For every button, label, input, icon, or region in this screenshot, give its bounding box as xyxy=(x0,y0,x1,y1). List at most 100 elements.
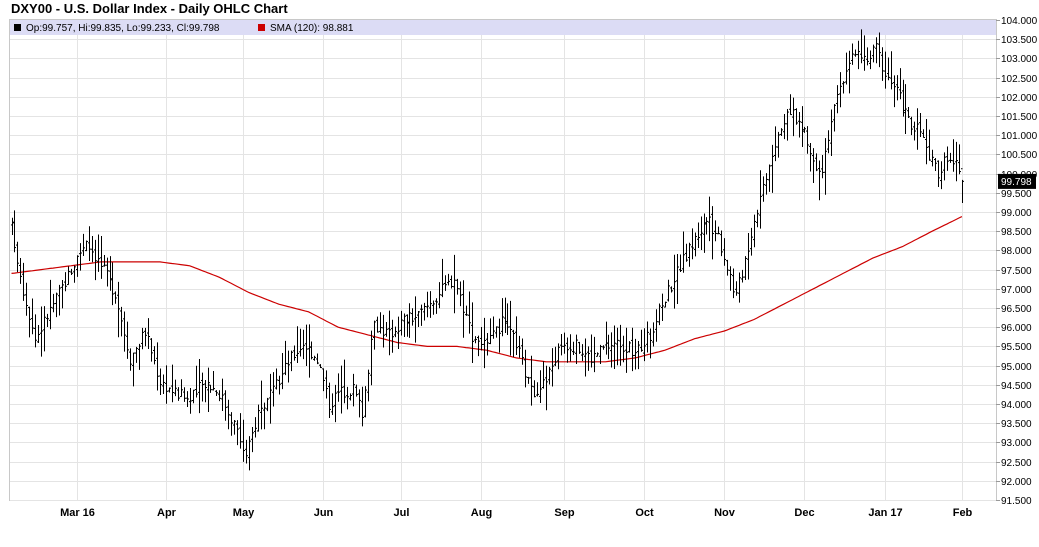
ohlc-bar xyxy=(103,255,106,267)
ohlc-bar xyxy=(299,328,302,357)
y-tick-label: 98.000 xyxy=(1001,246,1032,257)
x-tick-label: Jul xyxy=(394,507,410,519)
ohlc-bar xyxy=(509,300,512,356)
ohlc-bar xyxy=(174,379,177,397)
ohlc-bar xyxy=(747,233,750,280)
ohlc-bar xyxy=(771,144,774,193)
ohlc-bar xyxy=(691,228,694,260)
y-tick-label: 96.000 xyxy=(1001,323,1032,334)
ohlc-bar xyxy=(890,51,893,90)
ohlc-bar xyxy=(201,372,204,402)
ohlc-bar xyxy=(607,334,610,360)
y-tick-label: 101.000 xyxy=(1001,131,1038,142)
ohlc-bar xyxy=(798,111,801,138)
ohlc-bar xyxy=(198,358,201,414)
ohlc-bar xyxy=(180,379,183,398)
ohlc-bar xyxy=(783,114,786,140)
ohlc-bar xyxy=(373,320,376,350)
ohlc-bar xyxy=(729,266,732,291)
ohlc-bar xyxy=(135,346,138,363)
ohlc-bar xyxy=(854,49,857,57)
ohlc-bar xyxy=(204,379,207,403)
chart-title: DXY00 - U.S. Dollar Index - Daily OHLC C… xyxy=(11,1,288,16)
ohlc-bar xyxy=(756,209,759,228)
y-tick-label: 96.500 xyxy=(1001,304,1032,315)
ohlc-bar xyxy=(649,328,652,359)
ohlc-bar xyxy=(248,436,251,471)
ohlc-bar xyxy=(527,376,530,384)
x-tick-label: Sep xyxy=(554,507,574,519)
ohlc-bar xyxy=(732,268,735,299)
ohlc-bar xyxy=(685,243,688,262)
ohlc-bar xyxy=(91,235,94,263)
ohlc-bar xyxy=(602,345,605,350)
ohlc-bar xyxy=(703,213,706,253)
ohlc-bar xyxy=(563,332,566,354)
ohlc-bar xyxy=(569,334,572,362)
ohlc-bar xyxy=(438,282,441,309)
ohlc-bar xyxy=(159,368,162,395)
ohlc-bar xyxy=(925,118,928,165)
ohlc-bar xyxy=(524,349,527,388)
grid xyxy=(10,20,996,501)
ohlc-bar xyxy=(209,384,212,393)
ohlc-bar xyxy=(450,275,453,289)
ohlc-bar xyxy=(875,37,878,64)
x-tick-label: Dec xyxy=(794,507,814,519)
ohlc-bar xyxy=(492,316,495,339)
ohlc-bar xyxy=(263,402,266,430)
ohlc-bar xyxy=(408,303,411,338)
ohlc-bar xyxy=(518,335,521,358)
ohlc-bar xyxy=(655,309,658,342)
ohlc-bar xyxy=(120,306,123,337)
ohlc-bar xyxy=(349,393,352,401)
ohlc-bar xyxy=(815,153,818,172)
ohlc-bar xyxy=(726,259,729,276)
ohlc-bar xyxy=(257,404,260,432)
ohlc-bar xyxy=(328,382,331,418)
ohlc-bar xyxy=(545,365,548,411)
ohlc-bar xyxy=(302,329,305,360)
ohlc-bar xyxy=(168,387,171,393)
ohlc-bar xyxy=(830,109,833,157)
y-tick-label: 94.500 xyxy=(1001,381,1032,392)
x-tick-label: May xyxy=(233,507,255,519)
ohlc-bar xyxy=(355,384,358,397)
ohlc-bar xyxy=(221,378,224,411)
ohlc-bar xyxy=(245,439,248,464)
ohlc-bar xyxy=(251,427,254,453)
ohlc-bar xyxy=(857,40,860,70)
ohlc-bar xyxy=(539,370,542,404)
ohlc-bar xyxy=(554,346,557,367)
ohlc-bar xyxy=(676,253,679,305)
ohlc-bar xyxy=(916,108,919,150)
legend-sma-swatch xyxy=(258,24,265,31)
ohlc-bar xyxy=(489,318,492,345)
ohlc-bar xyxy=(138,343,141,370)
ohlc-bar xyxy=(833,104,836,132)
ohlc-bar xyxy=(275,368,278,390)
ohlc-bar xyxy=(290,350,293,372)
ohlc-bar xyxy=(417,310,420,327)
ohlc-bar xyxy=(881,47,884,81)
ohlc-bar xyxy=(316,353,319,365)
ohlc-bar xyxy=(673,254,676,309)
ohlc-bar xyxy=(189,387,192,414)
ohlc-bar xyxy=(646,321,649,353)
y-tick-label: 99.500 xyxy=(1001,189,1032,200)
ohlc-bar xyxy=(218,390,221,402)
x-tick-label: Apr xyxy=(157,507,177,519)
ohlc-bar xyxy=(64,272,67,292)
sma-layer xyxy=(11,216,963,363)
ohlc-bar xyxy=(599,344,602,365)
x-tick-label: Aug xyxy=(471,507,492,519)
ohlc-bar xyxy=(361,386,364,427)
ohlc-bar xyxy=(946,146,949,171)
ohlc-bar xyxy=(548,366,551,385)
ohlc-bar xyxy=(79,243,82,271)
ohlc-bar xyxy=(429,291,432,318)
ohlc-bar xyxy=(420,304,423,326)
ohlc-bar xyxy=(717,226,720,235)
ohlc-bar xyxy=(16,241,19,273)
